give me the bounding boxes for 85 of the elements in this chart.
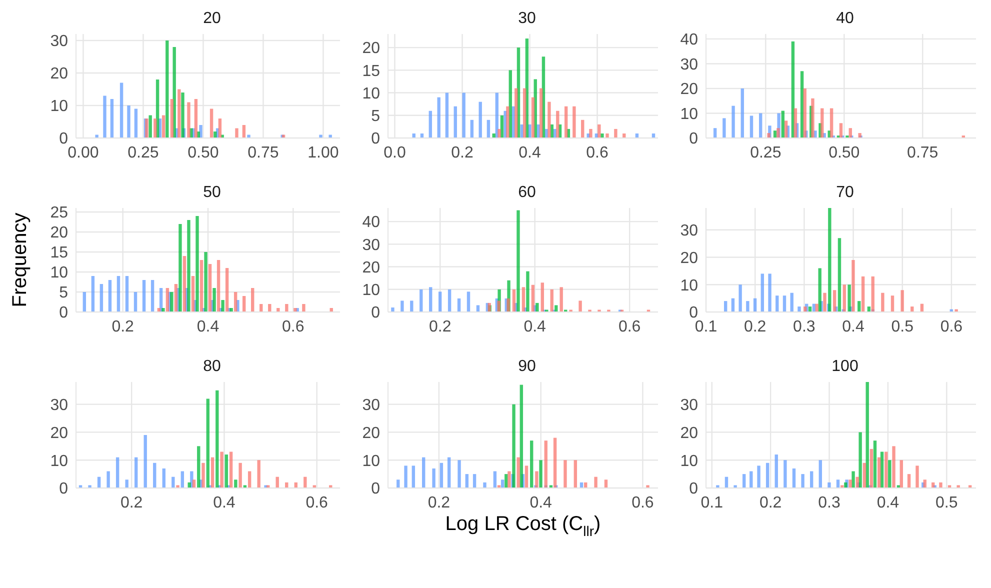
y-tick-label: 30 <box>50 396 68 414</box>
x-tick-label: 0.2 <box>428 494 450 512</box>
y-tick-label: 30 <box>362 396 380 414</box>
y-tick-label: 30 <box>680 222 698 240</box>
y-tick-label: 10 <box>362 85 380 102</box>
x-tick-label: 0.6 <box>306 494 328 512</box>
y-tick-label: 15 <box>362 62 380 80</box>
y-tick-label: 0 <box>59 480 68 498</box>
y-tick-label: 20 <box>50 224 68 242</box>
x-tick-label: 0.2 <box>451 144 474 162</box>
chart-title: 70 <box>835 183 855 203</box>
chart-title: 30 <box>517 9 537 29</box>
x-tick-label: 0.2 <box>428 318 452 336</box>
y-tick-label: 30 <box>50 33 68 50</box>
x-axis-title: Log LR Cost (C$_{llr}$) <box>445 513 601 539</box>
y-tick-label: 30 <box>362 236 380 254</box>
x-tick-label: 0.4 <box>213 494 236 512</box>
x-tick-label: 0.75 <box>248 144 279 162</box>
x-tick-label: 0.6 <box>632 494 654 512</box>
y-tick-label: 0 <box>689 130 698 148</box>
y-tick-label: 10 <box>50 452 68 470</box>
x-tick-label: 0.3 <box>793 318 816 336</box>
y-tick-label: 40 <box>362 214 380 232</box>
y-tick-label: 0 <box>371 304 380 322</box>
y-tick-label: 40 <box>680 32 698 49</box>
x-tick-label: 0.4 <box>876 494 900 512</box>
y-tick-label: 30 <box>680 396 698 414</box>
chart-title: 20 <box>202 9 222 29</box>
x-tick-label: 0.5 <box>891 318 914 336</box>
x-tick-label: 0.2 <box>120 494 143 512</box>
x-tick-label: 0.2 <box>759 494 782 512</box>
y-tick-label: 10 <box>680 277 698 294</box>
x-tick-label: 0.1 <box>700 494 724 512</box>
y-tick-label: 0 <box>59 304 68 322</box>
chart-title: 40 <box>835 9 855 29</box>
y-tick-label: 10 <box>50 264 68 282</box>
x-tick-label: 0.6 <box>618 318 641 336</box>
y-tick-label: 10 <box>680 106 698 123</box>
chart-title: 90 <box>517 357 537 377</box>
y-tick-label: 20 <box>680 81 698 98</box>
x-tick-label: 0.50 <box>828 144 860 162</box>
y-tick-label: 20 <box>362 424 380 442</box>
y-tick-label: 30 <box>680 56 698 74</box>
y-tick-label: 5 <box>371 108 380 126</box>
y-tick-label: 20 <box>50 66 68 83</box>
x-tick-label: 0.00 <box>68 144 99 162</box>
x-tick-label: 0.4 <box>530 494 552 512</box>
y-tick-label: 20 <box>362 40 380 58</box>
y-tick-label: 10 <box>362 282 380 300</box>
y-tick-label: 20 <box>680 250 698 267</box>
x-tick-label: 0.2 <box>744 318 766 336</box>
y-axis-title: Frequency <box>9 212 31 308</box>
x-tick-label: 0.0 <box>384 144 406 162</box>
y-tick-label: 20 <box>50 424 68 442</box>
chart-title: 80 <box>202 357 222 377</box>
x-tick-label: 0.6 <box>282 318 304 336</box>
y-tick-label: 0 <box>59 130 68 148</box>
chart-title: 50 <box>202 183 222 203</box>
x-tick-label: 0.6 <box>586 144 608 162</box>
y-tick-label: 0 <box>371 130 380 148</box>
y-tick-label: 10 <box>50 98 68 116</box>
x-tick-label: 0.4 <box>196 318 220 336</box>
x-tick-label: 0.50 <box>188 144 219 162</box>
y-tick-label: 0 <box>371 480 380 498</box>
y-tick-label: 25 <box>50 204 68 222</box>
y-tick-label: 15 <box>50 244 68 262</box>
x-tick-label: 0.6 <box>940 318 963 336</box>
x-tick-label: 0.4 <box>524 318 546 336</box>
x-tick-label: 1.00 <box>308 144 339 162</box>
chart-title: 100 <box>830 357 860 377</box>
chart-title: 60 <box>517 183 537 203</box>
x-tick-label: 0.4 <box>842 318 864 336</box>
x-tick-label: 0.5 <box>936 494 958 512</box>
y-tick-label: 5 <box>59 284 68 302</box>
y-tick-label: 10 <box>680 452 698 470</box>
y-tick-label: 10 <box>362 452 380 470</box>
y-tick-label: 20 <box>680 424 698 442</box>
x-tick-label: 0.2 <box>112 318 134 336</box>
x-tick-label: 0.25 <box>128 144 159 162</box>
x-tick-label: 0.25 <box>750 144 782 162</box>
y-tick-label: 0 <box>689 480 698 498</box>
x-tick-label: 0.3 <box>818 494 840 512</box>
x-tick-label: 0.75 <box>907 144 938 162</box>
y-tick-label: 20 <box>362 259 380 276</box>
x-tick-label: 0.4 <box>518 144 541 162</box>
